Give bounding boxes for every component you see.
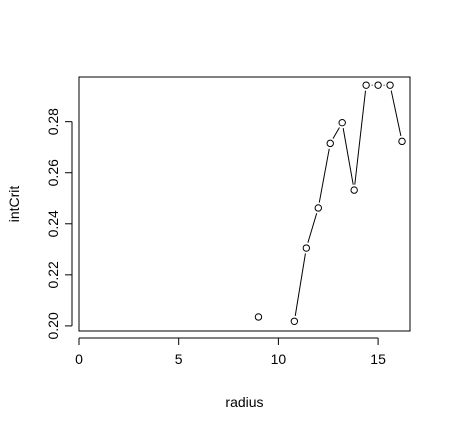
y-tick-label: 0.24 xyxy=(45,210,61,237)
series-segment xyxy=(354,90,367,185)
x-axis-title: radius xyxy=(225,394,263,410)
data-point xyxy=(398,137,406,146)
series-segment xyxy=(294,253,306,316)
plot-box xyxy=(78,76,411,332)
series-segment xyxy=(342,128,354,185)
series-line xyxy=(294,84,402,316)
data-point xyxy=(350,186,358,194)
data-point xyxy=(290,317,299,325)
data-point xyxy=(326,139,334,148)
data-point xyxy=(386,81,394,89)
data-point xyxy=(338,118,346,127)
x-axis: 0 5 10 15 xyxy=(75,337,386,367)
series-segment xyxy=(332,127,340,139)
y-axis: 0.20 0.22 0.24 0.26 0.28 xyxy=(45,108,73,340)
x-tick-label: 10 xyxy=(271,351,287,367)
y-tick-label: 0.26 xyxy=(45,159,61,186)
x-tick-label: 5 xyxy=(175,351,183,367)
series-points xyxy=(254,81,406,325)
y-tick-label: 0.28 xyxy=(45,108,61,135)
y-tick-label: 0.20 xyxy=(45,312,61,339)
y-tick-label: 0.22 xyxy=(45,261,61,288)
data-point xyxy=(314,204,322,212)
series-segment xyxy=(307,213,318,243)
series-segment xyxy=(390,90,402,137)
data-point xyxy=(362,81,370,89)
y-axis-title: intCrit xyxy=(6,186,22,223)
x-tick-label: 15 xyxy=(370,351,386,367)
data-point xyxy=(254,313,263,321)
x-tick-label: 0 xyxy=(75,351,83,367)
data-point xyxy=(302,244,311,252)
series-segment xyxy=(318,148,330,203)
data-point xyxy=(374,81,382,89)
